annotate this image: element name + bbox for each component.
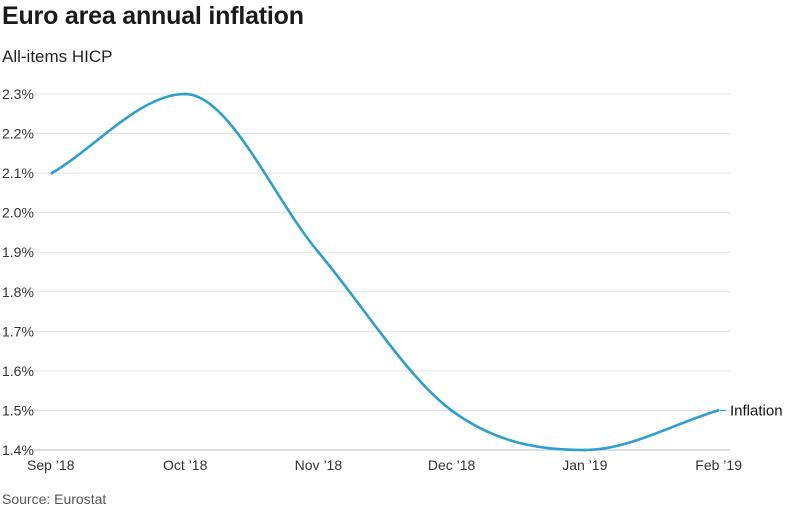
x-tick-label: Dec ’18 xyxy=(428,457,476,473)
series-group: Inflation xyxy=(50,92,783,452)
y-tick-label: 1.4% xyxy=(2,442,34,458)
y-tick-label: 2.2% xyxy=(2,126,34,142)
y-tick-label: 2.0% xyxy=(2,205,34,221)
chart-title: Euro area annual inflation xyxy=(2,2,304,30)
x-tick-label: Oct ’18 xyxy=(163,457,208,473)
y-tick-label: 1.6% xyxy=(2,363,34,379)
series-label-inflation: Inflation xyxy=(730,402,783,419)
data-point xyxy=(50,171,54,175)
data-point xyxy=(583,448,587,452)
y-tick-label: 2.3% xyxy=(2,86,34,102)
x-axis: Sep ’18 Oct ’18 Nov ’18 Dec ’18 Jan ’19 Feb ’… xyxy=(27,457,742,473)
y-tick-label: 1.9% xyxy=(2,244,34,260)
x-tick-label: Feb ’19 xyxy=(695,457,742,473)
data-point xyxy=(316,250,320,254)
y-axis: 1.4% 1.5% 1.6% 1.7% 1.8% 1.9% 2.0% 2.1% 2.2% 2.3% xyxy=(2,86,34,458)
grid-lines xyxy=(34,93,730,451)
data-point xyxy=(716,408,720,412)
chart-subtitle: All-items HICP xyxy=(2,47,113,66)
y-tick-label: 1.5% xyxy=(2,402,34,418)
y-tick-label: 1.8% xyxy=(2,284,34,300)
y-tick-label: 2.1% xyxy=(2,165,34,181)
x-tick-label: Sep ’18 xyxy=(27,457,75,473)
x-tick-label: Nov ’18 xyxy=(295,457,343,473)
data-point xyxy=(450,408,454,412)
series-line-inflation xyxy=(50,92,720,452)
source-note: Source: Eurostat xyxy=(2,491,107,507)
x-tick-label: Jan ’19 xyxy=(562,457,607,473)
data-point xyxy=(183,92,187,96)
y-tick-label: 1.7% xyxy=(2,323,34,339)
